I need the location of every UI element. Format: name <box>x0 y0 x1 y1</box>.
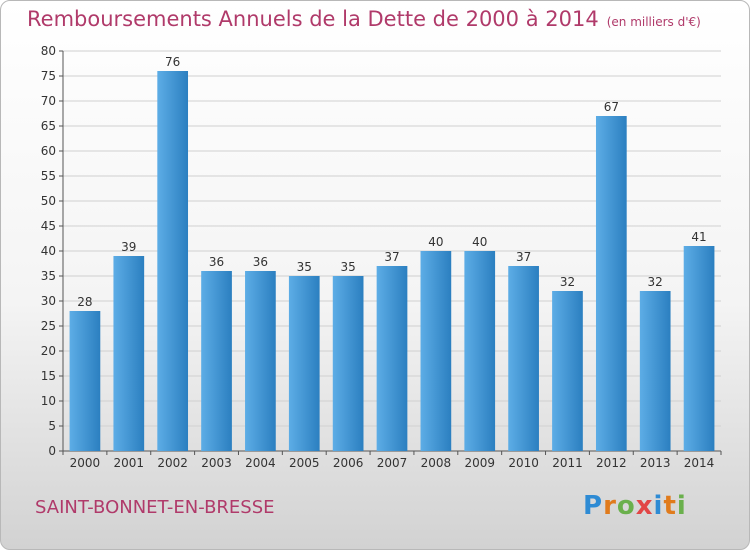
logo-letter: i <box>653 491 664 521</box>
x-tick-label: 2005 <box>289 456 320 470</box>
bar <box>683 246 715 451</box>
axes: 0 5 10 15 20 25 30 35 40 45 50 55 60 65 70 75 80 2000 2001… <box>41 44 722 470</box>
data-label: 40 <box>428 235 443 249</box>
y-tick-label: 20 <box>41 344 56 358</box>
y-tick-label: 65 <box>41 119 56 133</box>
data-label: 36 <box>209 255 224 269</box>
chart-unit: (en milliers d'€) <box>606 15 701 29</box>
x-tick-label: 2010 <box>508 456 539 470</box>
x-tick-label: 2002 <box>157 456 188 470</box>
data-label: 32 <box>560 275 575 289</box>
x-tick-label: 2013 <box>640 456 671 470</box>
logo-letter: t <box>663 491 677 521</box>
data-label: 37 <box>384 250 399 264</box>
logo-letter: r <box>603 491 617 521</box>
data-labels: 28 39 76 36 36 35 35 37 40 40 37 32 67 32 41 <box>77 55 706 309</box>
data-label: 76 <box>165 55 180 69</box>
bar <box>113 256 145 451</box>
x-tick-label: 2006 <box>333 456 364 470</box>
y-tick-label: 40 <box>41 244 56 258</box>
town-name: SAINT-BONNET-EN-BRESSE <box>35 497 275 518</box>
x-tick-label: 2008 <box>421 456 452 470</box>
logo-letter: o <box>616 491 636 521</box>
x-tick-label: 2014 <box>684 456 715 470</box>
bar <box>464 251 496 451</box>
bar <box>376 266 408 451</box>
data-label: 35 <box>297 260 312 274</box>
x-tick-label: 2011 <box>552 456 583 470</box>
x-tick-label: 2003 <box>201 456 232 470</box>
proxiti-logo[interactable]: Proxiti <box>583 491 687 521</box>
y-tick-label: 30 <box>41 294 56 308</box>
data-label: 28 <box>77 295 92 309</box>
chart-title-text: Remboursements Annuels de la Dette de 20… <box>27 7 599 31</box>
bar <box>552 291 583 451</box>
bar <box>201 271 232 451</box>
y-tick-label: 0 <box>48 444 56 458</box>
bar <box>420 251 452 451</box>
data-label: 35 <box>340 260 355 274</box>
bar <box>157 71 189 451</box>
y-tick-label: 70 <box>41 94 56 108</box>
bar <box>245 271 276 451</box>
bar <box>332 276 364 451</box>
y-tick-label: 35 <box>41 269 56 283</box>
bar <box>508 266 539 451</box>
data-label: 37 <box>516 250 531 264</box>
logo-letter: i <box>676 491 687 521</box>
bar <box>639 291 671 451</box>
data-label: 36 <box>253 255 268 269</box>
data-label: 40 <box>472 235 487 249</box>
y-tick-label: 25 <box>41 319 56 333</box>
x-tick-label: 2009 <box>464 456 495 470</box>
x-tick-label: 2012 <box>596 456 627 470</box>
bar <box>288 276 320 451</box>
y-tick-label: 55 <box>41 169 56 183</box>
bar <box>69 311 101 451</box>
chart-title: Remboursements Annuels de la Dette de 20… <box>27 7 701 31</box>
bars <box>69 71 715 451</box>
y-tick-label: 5 <box>48 419 56 433</box>
x-tick-label: 2000 <box>70 456 101 470</box>
y-tick-label: 10 <box>41 394 56 408</box>
y-tick-label: 75 <box>41 69 56 83</box>
logo-letter: P <box>583 491 604 521</box>
x-tick-label: 2001 <box>114 456 145 470</box>
data-label: 32 <box>648 275 663 289</box>
bar <box>595 116 627 451</box>
data-label: 67 <box>604 100 619 114</box>
data-label: 41 <box>691 230 706 244</box>
y-tick-label: 50 <box>41 194 56 208</box>
y-tick-label: 45 <box>41 219 56 233</box>
logo-letter: x <box>635 491 654 521</box>
data-label: 39 <box>121 240 136 254</box>
y-tick-label: 80 <box>41 44 56 58</box>
y-tick-label: 15 <box>41 369 56 383</box>
y-tick-label: 60 <box>41 144 56 158</box>
x-tick-label: 2007 <box>377 456 408 470</box>
x-tick-label: 2004 <box>245 456 276 470</box>
